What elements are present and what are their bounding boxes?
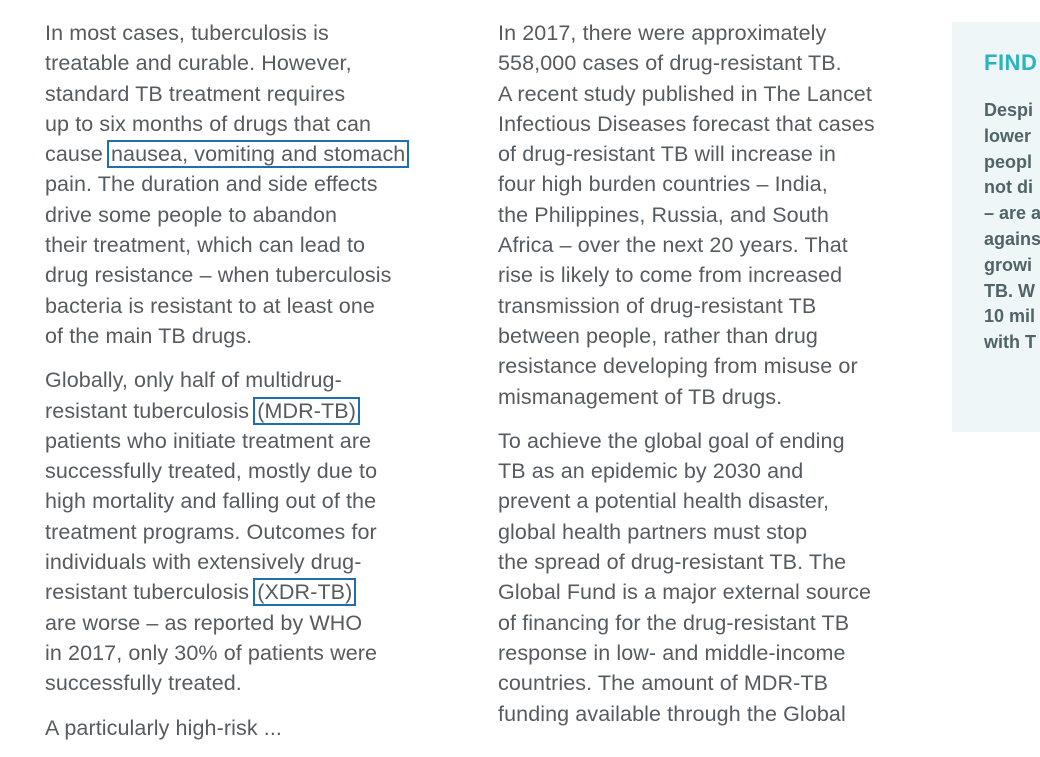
text-line: Globally, only half of multidrug- [45,368,342,393]
sidebar-line: TB. W [984,280,1035,301]
article-column-2: In 2017, there were approximately 558,00… [498,18,938,743]
text-line: countries. The amount of MDR-TB [498,671,829,696]
text-line: 558,000 cases of drug-resistant TB. [498,51,842,76]
text-line: global health partners must stop [498,519,808,544]
text-line: treatable and curable. However, [45,51,352,76]
sidebar-line: with T [984,332,1036,353]
sidebar-body: Despi lower peopl not di – are a agains … [984,98,1040,356]
findings-sidebar: FIND Despi lower peopl not di – are a ag… [952,22,1040,432]
text-line: drive some people to abandon [45,202,338,227]
text-line: Infectious Diseases forecast that cases [498,111,875,136]
text-line: resistance developing from misuse or [498,354,858,379]
text-line: Africa – over the next 20 years. That [498,233,848,258]
text-line: of the main TB drugs. [45,323,253,348]
text-line: A particularly high-risk ... [45,715,282,740]
sidebar-line: peopl [984,151,1032,172]
sidebar-title: FIND [984,50,1038,75]
text-line: cause nausea, vomiting and stomach [45,139,465,169]
sidebar-line: 10 mil [984,306,1036,327]
paragraph-global-goal: To achieve the global goal of ending TB … [498,426,938,729]
text-line: individuals with extensively drug- [45,550,362,575]
paragraph-treatment: In most cases, tuberculosis is treatable… [45,18,465,351]
text-line: pain. The duration and side effects [45,172,378,197]
text-line: resistant tuberculosis (MDR-TB) [45,396,465,426]
text-line: In 2017, there were approximately [498,21,827,45]
paragraph-mdr-xdr: Globally, only half of multidrug- resist… [45,365,465,698]
text-line: transmission of drug-resistant TB [498,293,817,318]
text-line: the Philippines, Russia, and South [498,202,829,227]
text-line: resistant tuberculosis (XDR-TB) [45,577,465,607]
text-line: Global Fund is a major external source [498,580,872,605]
text-line: To achieve the global goal of ending [498,428,845,453]
text-line: of drug-resistant TB will increase in [498,142,836,167]
highlight-side-effects: nausea, vomiting and stomach [106,140,410,169]
text-fragment: cause [45,142,109,167]
text-line: prevent a potential health disaster, [498,489,830,514]
text-line: funding available through the Global [498,701,846,726]
text-line: their treatment, which can lead to [45,233,366,258]
sidebar-line: lower [984,125,1032,146]
text-line: up to six months of drugs that can [45,111,372,136]
text-line: of financing for the drug-resistant TB [498,610,850,635]
highlight-mdr-tb: (MDR-TB) [253,396,360,425]
text-line: In most cases, tuberculosis is [45,21,329,45]
highlight-xdr-tb: (XDR-TB) [253,578,357,607]
text-line: successfully treated, mostly due to [45,459,378,484]
text-line: mismanagement of TB drugs. [498,384,783,409]
text-line: standard TB treatment requires [45,81,346,106]
text-line: four high burden countries – India, [498,172,828,197]
text-line: successfully treated. [45,671,242,696]
text-line: A recent study published in The Lancet [498,81,872,106]
text-line: patients who initiate treatment are [45,428,372,453]
sidebar-line: agains [984,228,1040,249]
text-line: the spread of drug-resistant TB. The [498,550,847,575]
text-fragment: resistant tuberculosis [45,398,256,423]
paragraph-cutoff: A particularly high-risk ... [45,713,465,743]
sidebar-line: – are a [984,203,1040,224]
text-line: high mortality and falling out of the [45,489,377,514]
text-line: treatment programs. Outcomes for [45,519,377,544]
text-line: in 2017, only 30% of patients were [45,640,378,665]
text-line: between people, rather than drug [498,323,818,348]
paragraph-statistics: In 2017, there were approximately 558,00… [498,18,938,412]
sidebar-line: growi [984,254,1032,275]
sidebar-line: Despi [984,100,1034,120]
text-line: rise is likely to come from increased [498,263,843,288]
article-column-1: In most cases, tuberculosis is treatable… [45,18,465,757]
text-line: drug resistance – when tuberculosis [45,263,392,288]
sidebar-line: not di [984,177,1033,198]
text-line: TB as an epidemic by 2030 and [498,459,804,484]
text-line: bacteria is resistant to at least one [45,293,375,318]
text-line: response in low- and middle-income [498,640,846,665]
text-fragment: resistant tuberculosis [45,580,256,605]
text-line: are worse – as reported by WHO [45,610,363,635]
